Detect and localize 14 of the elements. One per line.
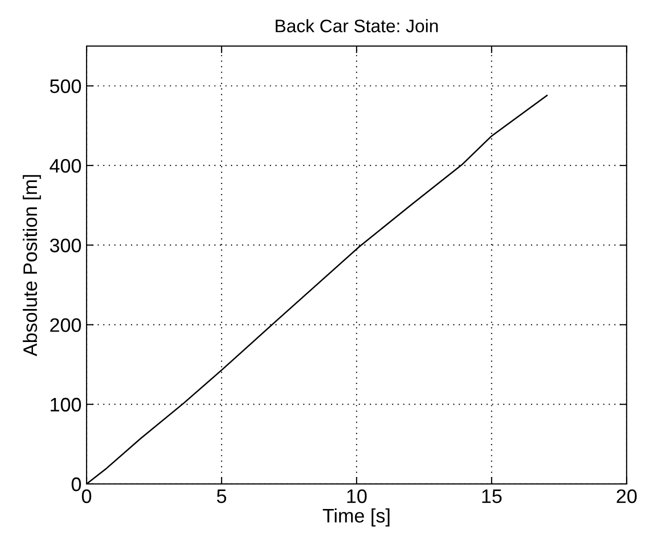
y-axis-title: Absolute Position [m]	[22, 175, 41, 356]
x-axis-title: Time [s]	[322, 508, 390, 526]
x-tick-label: 10	[347, 489, 367, 504]
chart-title: Back Car State: Join	[276, 19, 438, 32]
y-tick-label: 300	[50, 238, 81, 252]
y-tick-label: 400	[50, 158, 81, 173]
y-tick-label: 500	[50, 79, 81, 94]
x-tick-label: 20	[616, 489, 637, 504]
y-tick-label: 200	[50, 318, 81, 332]
x-tick-label: 5	[216, 490, 226, 504]
x-tick-label: 0	[82, 489, 92, 504]
x-tick-label: 15	[482, 490, 502, 504]
y-tick-label: 0	[72, 477, 81, 492]
y-tick-label: 100	[50, 398, 81, 412]
